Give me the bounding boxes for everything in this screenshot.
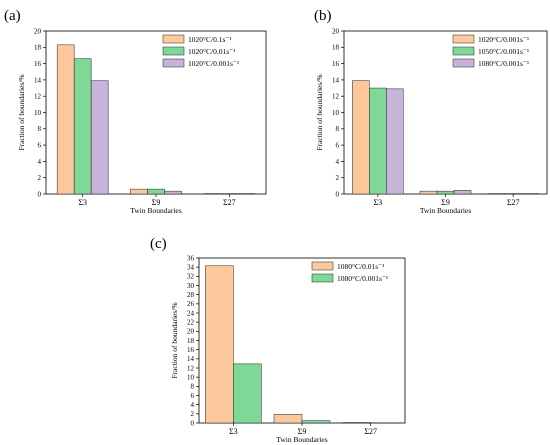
y-tick-label: 16 bbox=[332, 60, 340, 68]
y-tick-label: 10 bbox=[34, 109, 42, 117]
y-tick-label: 2 bbox=[191, 410, 195, 418]
bar-0-1 bbox=[73, 58, 92, 195]
y-tick-label: 4 bbox=[191, 401, 195, 409]
x-tick-label: Σ3 bbox=[229, 427, 238, 436]
y-tick-label: 32 bbox=[187, 273, 195, 281]
y-tick-label: 4 bbox=[38, 158, 42, 166]
y-tick-label: 10 bbox=[332, 109, 340, 117]
x-tick-label: Σ3 bbox=[78, 198, 87, 207]
y-tick-label: 0 bbox=[38, 190, 42, 198]
x-tick-label: Σ27 bbox=[364, 427, 377, 436]
y-tick-label: 8 bbox=[38, 125, 42, 133]
bar-1-2 bbox=[453, 190, 472, 195]
bar-0-0 bbox=[56, 44, 75, 195]
panel-label: (b) bbox=[314, 8, 332, 24]
legend-entry: 1020°C/0.001s⁻¹ bbox=[188, 59, 239, 68]
y-tick-label: 2 bbox=[38, 174, 42, 182]
x-axis-title: Twin Boundaries bbox=[420, 206, 471, 215]
bar-0-1 bbox=[369, 87, 387, 195]
x-tick-label: Σ27 bbox=[507, 198, 520, 207]
y-tick-label: 10 bbox=[187, 374, 195, 382]
legend-swatch bbox=[311, 273, 334, 283]
y-tick-label: 18 bbox=[187, 337, 195, 345]
y-tick-label: 20 bbox=[34, 27, 42, 35]
y-tick-label: 18 bbox=[34, 44, 42, 52]
y-tick-label: 4 bbox=[336, 158, 340, 166]
y-tick-label: 34 bbox=[187, 264, 195, 272]
x-tick-label: Σ9 bbox=[152, 198, 161, 207]
y-tick-label: 28 bbox=[187, 291, 195, 299]
x-axis-title: Twin Boundaries bbox=[276, 435, 327, 444]
y-tick-label: 26 bbox=[187, 300, 195, 308]
legend-entry: 1050°C/0.001s⁻¹ bbox=[478, 47, 529, 56]
x-axis-title: Twin Boundaries bbox=[130, 206, 181, 215]
legend-entry: 1080°C/0.01s⁻¹ bbox=[337, 262, 384, 271]
bar-0-2 bbox=[386, 88, 404, 195]
legend-swatch bbox=[452, 58, 475, 68]
y-tick-label: 20 bbox=[332, 27, 340, 35]
y-tick-label: 6 bbox=[336, 142, 340, 150]
y-axis-title: Fraction of boundaries/% bbox=[315, 74, 324, 150]
panel-label: (a) bbox=[4, 8, 21, 24]
legend-entry: 1020°C/0.1s⁻¹ bbox=[188, 35, 232, 44]
y-tick-label: 14 bbox=[34, 76, 42, 84]
y-tick-label: 12 bbox=[34, 93, 42, 101]
y-tick-label: 0 bbox=[336, 190, 340, 198]
chart-panel-1: (b) 0 2 4 6 8 10 12 14 16 18 20 Fraction of boundari… bbox=[314, 8, 548, 215]
bar-1-1 bbox=[436, 190, 455, 195]
y-tick-label: 14 bbox=[187, 355, 195, 363]
legend-swatch bbox=[452, 34, 475, 44]
y-tick-label: 36 bbox=[187, 254, 195, 262]
y-tick-label: 18 bbox=[332, 44, 340, 52]
y-tick-label: 12 bbox=[187, 364, 195, 372]
legend-entry: 1020°C/0.01s⁻¹ bbox=[188, 47, 235, 56]
y-tick-label: 16 bbox=[34, 60, 42, 68]
y-tick-label: 8 bbox=[191, 383, 195, 391]
y-tick-label: 6 bbox=[191, 392, 195, 400]
y-tick-label: 14 bbox=[332, 76, 340, 84]
y-tick-label: 22 bbox=[187, 319, 195, 327]
legend-swatch bbox=[162, 34, 185, 44]
y-axis-title: Fraction of boundaries/% bbox=[170, 302, 179, 378]
x-tick-label: Σ3 bbox=[374, 198, 383, 207]
legend-swatch bbox=[452, 46, 475, 56]
y-tick-label: 30 bbox=[187, 282, 195, 290]
y-tick-label: 8 bbox=[336, 125, 340, 133]
y-tick-label: 20 bbox=[187, 328, 195, 336]
legend-swatch bbox=[162, 58, 185, 68]
bar-1-1 bbox=[147, 188, 165, 195]
legend-swatch bbox=[311, 261, 334, 271]
y-tick-label: 2 bbox=[336, 174, 340, 182]
chart-panel-2: (c)024681012141618202224262830323436Frac… bbox=[150, 236, 406, 444]
bar-0-1 bbox=[233, 363, 262, 424]
x-tick-label: Σ9 bbox=[441, 198, 450, 207]
bar-1-0 bbox=[130, 188, 148, 195]
bar-1-0 bbox=[273, 414, 303, 424]
bar-0-0 bbox=[205, 265, 234, 424]
y-tick-label: 6 bbox=[38, 142, 42, 150]
bar-1-0 bbox=[419, 190, 438, 195]
bar-1-2 bbox=[164, 190, 182, 195]
x-tick-label: Σ27 bbox=[223, 198, 236, 207]
y-tick-label: 16 bbox=[187, 346, 195, 354]
legend-entry: 1080°C/0.001s⁻¹ bbox=[478, 59, 529, 68]
panel-label: (c) bbox=[150, 236, 167, 252]
x-tick-label: Σ9 bbox=[298, 427, 307, 436]
y-tick-label: 24 bbox=[187, 309, 195, 317]
legend-entry: 1020°C/0.001s⁻¹ bbox=[478, 35, 529, 44]
bar-0-2 bbox=[90, 80, 109, 195]
bar-0-0 bbox=[352, 80, 370, 195]
y-tick-label: 12 bbox=[332, 93, 340, 101]
legend-swatch bbox=[162, 46, 185, 56]
legend-entry: 1080°C/0.001s⁻¹ bbox=[337, 274, 388, 283]
y-tick-label: 0 bbox=[191, 419, 195, 427]
bar-1-1 bbox=[301, 420, 331, 424]
chart-panel-0: (a) 0 2 4 6 8 10 12 14 16 18 20 Fraction of boundari… bbox=[4, 8, 267, 215]
y-axis-title: Fraction of boundaries/% bbox=[17, 74, 26, 150]
